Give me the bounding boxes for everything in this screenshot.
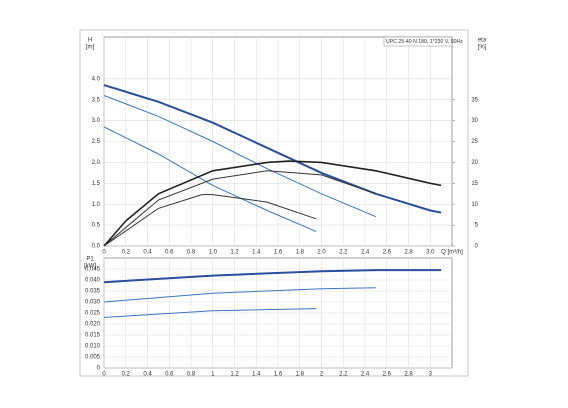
x-tick-label: 1.2 (230, 250, 239, 256)
x-tick-label: 2.8 (404, 250, 413, 256)
y2-tick-label: 35 (471, 97, 478, 103)
y-tick-label: 0.5 (92, 223, 101, 229)
y-axis-unit: [m] (86, 45, 95, 51)
y-axis-label: H (88, 38, 92, 44)
x-tick-label: 2.4 (361, 372, 370, 378)
x-tick-label: 2.6 (383, 372, 392, 378)
curve (103, 308, 317, 318)
y2-tick-label: 20 (471, 160, 478, 166)
curve (103, 170, 377, 247)
x-tick-label: 1.4 (252, 372, 261, 378)
y-tick-label: 0.005 (85, 355, 101, 361)
x-tick-label: 2.4 (361, 250, 370, 256)
curve (103, 194, 317, 247)
x-tick-label: 0.6 (165, 372, 174, 378)
y-tick-label: 1.0 (92, 202, 101, 208)
x-tick-label: 0.4 (143, 250, 152, 256)
y-tick-label: 3.5 (92, 97, 101, 103)
x-tick-label: 0.4 (143, 372, 152, 378)
curve (103, 95, 377, 218)
y-tick-label: 4.0 (92, 76, 101, 82)
x-tick-label: 2.0 (317, 250, 326, 256)
x-tick-label: 0 (102, 372, 106, 378)
x-tick-label: 2.6 (383, 250, 392, 256)
frame (79, 29, 469, 377)
x-tick-label: 0.6 (165, 250, 174, 256)
y-tick-label: 0.0 (92, 244, 101, 250)
y-axis-label: P1 (86, 257, 94, 263)
y-tick-label: 0.045 (85, 267, 101, 273)
x-tick-label: 0.2 (122, 372, 131, 378)
y-tick-label: 0.010 (85, 344, 101, 350)
y-tick-label: 0.025 (85, 311, 101, 317)
x-tick-label: 0 (102, 250, 106, 256)
x-tick-label: 1.6 (274, 250, 283, 256)
curve (103, 287, 376, 303)
x-tick-label: 2.8 (404, 372, 413, 378)
y2-axis-label: eta (478, 38, 487, 44)
y-tick-label: 0.020 (85, 322, 101, 328)
x-tick-label: 2.2 (339, 250, 348, 256)
x-tick-label: 2.2 (339, 372, 348, 378)
title-box (383, 36, 453, 47)
curve (103, 84, 442, 214)
y-tick-label: 2.0 (92, 160, 101, 166)
y-axis-unit: [kW] (84, 264, 96, 270)
y-tick-label: 1.5 (92, 181, 101, 187)
chart-title: UPC 25-40 N 180, 1*230 V, 50Hz (386, 39, 463, 45)
y2-tick-label: 30 (471, 118, 478, 124)
x-tick-label: 1 (211, 372, 215, 378)
x-tick-label: 2 (320, 372, 324, 378)
curve (103, 160, 442, 247)
x-tick-label: 3.0 (426, 250, 435, 256)
y-tick-label: 0 (97, 366, 101, 372)
x-tick-label: 1.2 (230, 372, 239, 378)
y-tick-label: 0.015 (85, 333, 101, 339)
curve (103, 269, 442, 284)
y-tick-label: 2.5 (92, 139, 101, 145)
curve (103, 126, 317, 232)
x-tick-label: 1.0 (209, 250, 218, 256)
y2-axis-unit: [%] (478, 45, 487, 51)
x-tick-label: 3 (429, 372, 433, 378)
x-tick-label: 0.8 (187, 372, 196, 378)
y2-tick-label: 5 (475, 223, 479, 229)
y-tick-label: 0.040 (85, 278, 101, 284)
y-tick-label: 0.035 (85, 289, 101, 295)
y-tick-label: 3.0 (92, 118, 101, 124)
y2-tick-label: 25 (471, 139, 478, 145)
y-tick-label: 0.030 (85, 300, 101, 306)
x-tick-label: 1.8 (296, 250, 305, 256)
y2-tick-label: 15 (471, 181, 478, 187)
x-axis-label: Q [m³/h] (441, 250, 463, 256)
x-tick-label: 1.4 (252, 250, 261, 256)
x-tick-label: 1.8 (296, 372, 305, 378)
x-tick-label: 0.8 (187, 250, 196, 256)
y2-tick-label: 0 (475, 244, 479, 250)
x-tick-label: 0.2 (122, 250, 131, 256)
x-tick-label: 1.6 (274, 372, 283, 378)
y2-tick-label: 10 (471, 202, 478, 208)
